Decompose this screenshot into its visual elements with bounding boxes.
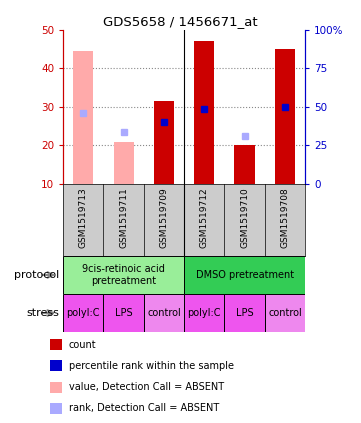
Bar (154, 101, 174, 184)
Text: control: control (147, 308, 181, 318)
Bar (225, 294, 265, 332)
Text: count: count (69, 340, 96, 350)
Text: GDS5658 / 1456671_at: GDS5658 / 1456671_at (103, 15, 258, 28)
Text: protocol: protocol (14, 270, 60, 280)
Bar (235, 146, 255, 184)
Bar (275, 49, 295, 184)
Bar (194, 41, 214, 184)
Bar (184, 256, 305, 294)
Text: GSM1519708: GSM1519708 (280, 188, 290, 248)
Bar (104, 294, 144, 332)
Text: GSM1519710: GSM1519710 (240, 188, 249, 248)
Text: GSM1519711: GSM1519711 (119, 188, 128, 248)
Text: GSM1519712: GSM1519712 (200, 188, 209, 248)
Bar (114, 142, 134, 184)
Bar (50, 360, 62, 371)
Text: polyI:C: polyI:C (187, 308, 221, 318)
Bar (144, 294, 184, 332)
Bar (50, 403, 62, 414)
Text: percentile rank within the sample: percentile rank within the sample (69, 361, 234, 371)
Text: DMSO pretreatment: DMSO pretreatment (196, 270, 293, 280)
Text: control: control (268, 308, 302, 318)
Text: GSM1519709: GSM1519709 (160, 188, 169, 248)
Text: stress: stress (27, 308, 60, 318)
Bar (184, 294, 225, 332)
Text: polyI:C: polyI:C (66, 308, 100, 318)
Bar (50, 339, 62, 350)
Bar (63, 256, 184, 294)
Bar (50, 382, 62, 393)
Bar (265, 294, 305, 332)
Text: value, Detection Call = ABSENT: value, Detection Call = ABSENT (69, 382, 224, 392)
Bar (63, 294, 104, 332)
Text: LPS: LPS (236, 308, 253, 318)
Text: rank, Detection Call = ABSENT: rank, Detection Call = ABSENT (69, 403, 219, 413)
Text: 9cis-retinoic acid
pretreatment: 9cis-retinoic acid pretreatment (82, 264, 165, 286)
Text: LPS: LPS (115, 308, 132, 318)
Text: GSM1519713: GSM1519713 (79, 188, 88, 248)
Bar (73, 51, 93, 184)
